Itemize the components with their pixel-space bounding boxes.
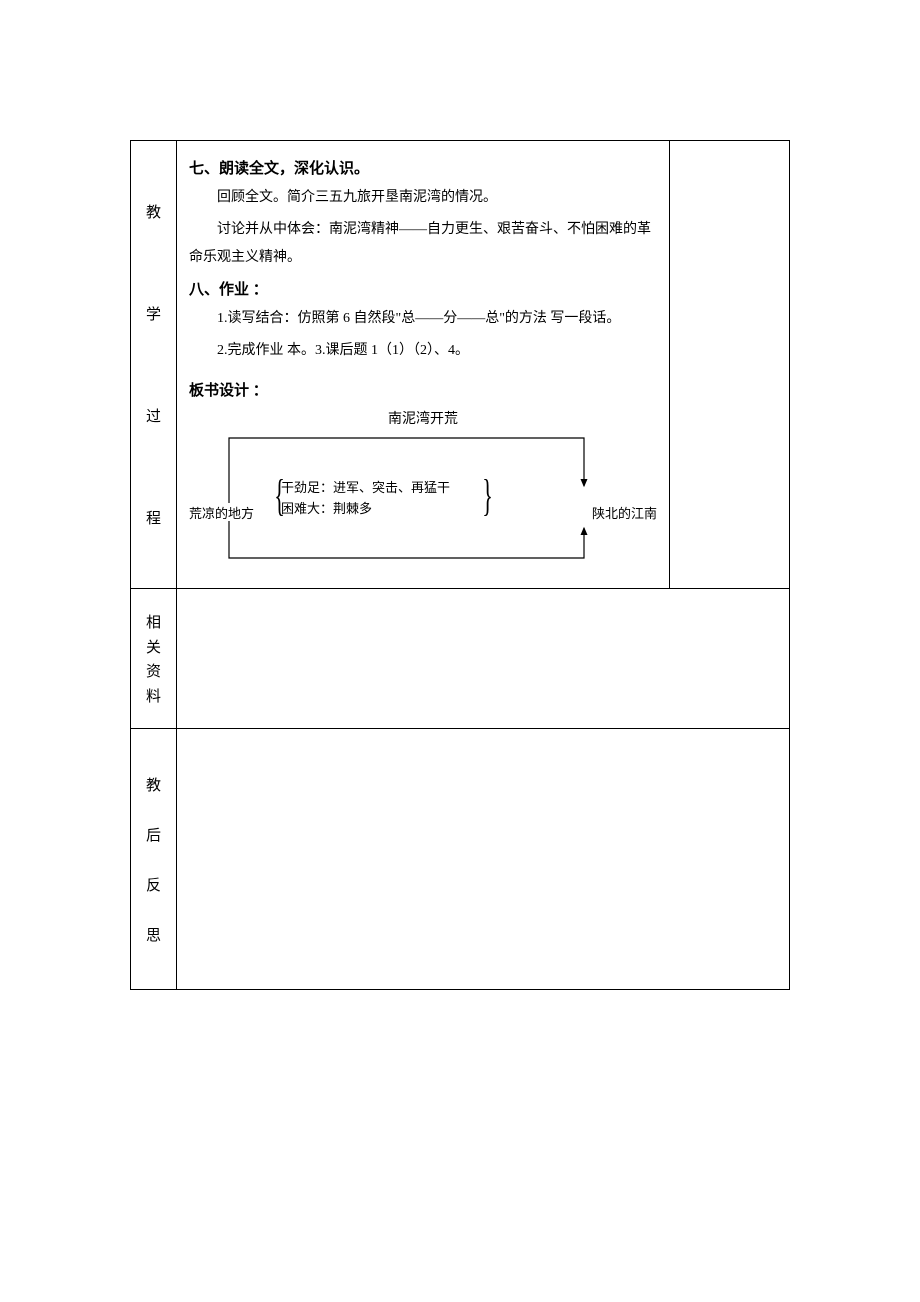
related-materials-content: [177, 589, 789, 728]
right-margin-col: [669, 141, 789, 588]
section-7-line-b: 讨论并从中体会：南泥湾精神——自力更生、艰苦奋斗、不怕困难的革命乐观主义精神。: [189, 216, 657, 272]
board-design-diagram: 南泥湾开荒 荒凉的地方 { 干劲足：进军、突击、再猛干 困难大：荆棘多 } 陕北…: [189, 408, 657, 578]
sidebar-char: 反: [146, 874, 161, 895]
sidebar-reflection: 教 后 反 思: [131, 729, 177, 989]
related-materials-row: 相 关 资 料: [131, 589, 789, 729]
sidebar-char: 料: [146, 685, 161, 706]
sidebar-char: 教: [146, 201, 161, 222]
section-8-line-a: 1.读写结合：仿照第 6 自然段"总——分——总"的方法 写一段话。: [189, 305, 657, 333]
sidebar-char: 教: [146, 774, 161, 795]
sidebar-char: 思: [146, 924, 161, 945]
sidebar-char: 相: [146, 611, 161, 632]
reflection-content: [177, 729, 789, 989]
sidebar-char: 资: [146, 660, 161, 681]
sidebar-char: 关: [146, 636, 161, 657]
sidebar-char: 学: [146, 303, 161, 324]
section-8-title: 八、作业 ：: [189, 278, 657, 299]
section-7-title: 七、朗读全文，深化认识。: [189, 157, 657, 178]
diagram-arrows: [189, 408, 657, 578]
sidebar-related-materials: 相 关 资 料: [131, 589, 177, 728]
section-7-line-a: 回顾全文。简介三五九旅开垦南泥湾的情况。: [189, 184, 657, 212]
section-8-line-b: 2.完成作业 本。3.课后题 1（1）（2）、4。: [189, 337, 657, 365]
sidebar-teaching-process: 教 学 过 程: [131, 141, 177, 588]
teaching-process-row: 教 学 过 程 七、朗读全文，深化认识。 回顾全文。简介三五九旅开垦南泥湾的情况…: [131, 141, 789, 589]
reflection-row: 教 后 反 思: [131, 729, 789, 989]
board-design-title: 板书设计 ：: [189, 379, 657, 400]
sidebar-char: 过: [146, 405, 161, 426]
sidebar-char: 程: [146, 507, 161, 528]
document-container: 教 学 过 程 七、朗读全文，深化认识。 回顾全文。简介三五九旅开垦南泥湾的情况…: [130, 140, 790, 990]
teaching-process-content: 七、朗读全文，深化认识。 回顾全文。简介三五九旅开垦南泥湾的情况。 讨论并从中体…: [177, 141, 669, 588]
sidebar-char: 后: [146, 824, 161, 845]
